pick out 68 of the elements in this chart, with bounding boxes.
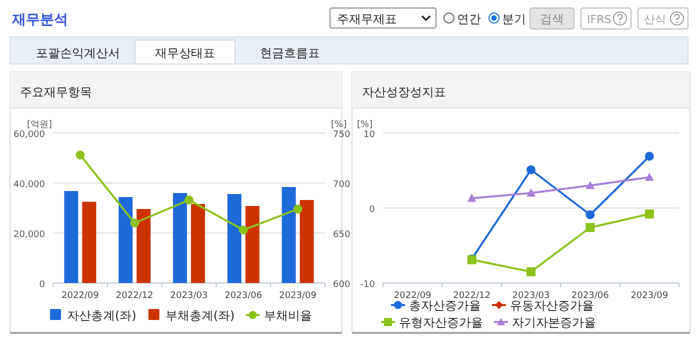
x-tick-label: 2022/12: [453, 291, 490, 301]
bar: [136, 209, 151, 283]
text: 주재무제표: [337, 12, 397, 26]
point: [293, 204, 302, 214]
bar: [245, 206, 260, 283]
point: [586, 223, 595, 232]
legend-label: 부채총계(좌): [165, 308, 235, 322]
text: 재무분석: [11, 12, 68, 28]
y2-tick-label: 650: [333, 230, 350, 240]
legend-label: 자산총계(좌): [67, 308, 136, 322]
y2-tick-label: 700: [333, 180, 350, 190]
x-tick-label: 2023/09: [630, 291, 668, 301]
point: [526, 267, 536, 276]
bar: [64, 191, 78, 283]
point: [76, 150, 85, 160]
y-tick-label: 60,000: [14, 130, 46, 140]
point: [467, 194, 476, 202]
y-tick-label: 40,000: [14, 180, 46, 190]
chart-title: 자산성장성지표: [362, 85, 446, 99]
point: [644, 210, 654, 218]
legend-label: 유형자산증가율: [399, 316, 483, 330]
y-tick-label: 0: [39, 280, 46, 290]
bar: [300, 200, 314, 283]
text: 재무상태표: [155, 46, 215, 60]
x-tick-label: 2022/12: [116, 291, 154, 301]
chart-title: 주요재무항목: [20, 85, 92, 99]
y-tick-label: 10: [364, 130, 376, 140]
y-tick-label: 0: [369, 205, 376, 215]
x-tick-label: 2022/09: [62, 291, 100, 301]
point: [526, 165, 536, 174]
point: [586, 181, 595, 190]
text: 연간: [457, 12, 481, 26]
point: [586, 210, 595, 220]
y2-tick-label: 750: [333, 130, 350, 140]
legend-label: 총자산증가율: [409, 298, 481, 312]
text: 분기: [502, 12, 526, 26]
y-tick-label: 20,000: [14, 230, 46, 240]
legend-label: 유동자산증가율: [510, 298, 594, 312]
legend-label: 부채비율: [264, 308, 312, 322]
point: [644, 172, 654, 181]
y2-axis-title: [%]: [331, 120, 347, 130]
bar: [82, 202, 96, 283]
text: 포괄손익계산서: [36, 46, 120, 60]
text: 검색: [540, 12, 564, 26]
x-tick-label: 2022/09: [394, 291, 432, 301]
bar: [227, 194, 242, 283]
x-tick-label: 2023/06: [224, 291, 262, 301]
bar: [191, 204, 205, 283]
x-tick-label: 2023/06: [572, 291, 610, 301]
point: [130, 218, 140, 228]
bar: [173, 193, 187, 283]
y-axis-title: [억원]: [27, 120, 52, 130]
y-tick-label: -10: [360, 280, 376, 290]
point: [184, 196, 194, 204]
x-tick-label: 2023/03: [170, 291, 208, 301]
x-tick-label: 2023/03: [512, 291, 550, 301]
bar: [282, 187, 296, 283]
x-tick-label: 2023/09: [279, 291, 317, 301]
text: 산식: [644, 13, 666, 26]
legend-label: 자기자본증가율: [512, 316, 596, 330]
text: IFRS: [587, 13, 612, 26]
point: [238, 226, 248, 234]
point: [526, 188, 536, 197]
text: 현금흐름표: [260, 46, 320, 60]
point: [644, 152, 654, 161]
y2-tick-label: 600: [333, 280, 350, 290]
y-axis-title: [%]: [357, 120, 373, 130]
bar: [118, 197, 133, 283]
